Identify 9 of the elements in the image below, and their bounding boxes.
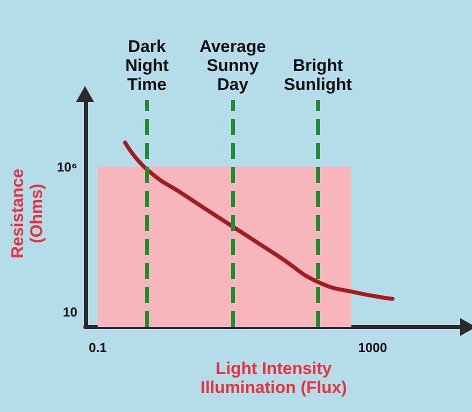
ref-line-label: Bright Sunlight [284, 56, 352, 94]
x-axis-title: Light Intensity Illumination (Flux) [200, 359, 347, 397]
x-tick-label: 0.1 [88, 340, 107, 355]
y-axis-title: Resistance (Ohms) [8, 168, 46, 258]
x-tick-label: 1000 [358, 340, 388, 355]
y-tick-label: 10⁶ [56, 159, 78, 174]
y-tick-label: 10 [62, 304, 78, 320]
ref-line-label: Dark Night Time [125, 37, 169, 94]
ref-line-label: Average Sunny Day [199, 37, 266, 94]
